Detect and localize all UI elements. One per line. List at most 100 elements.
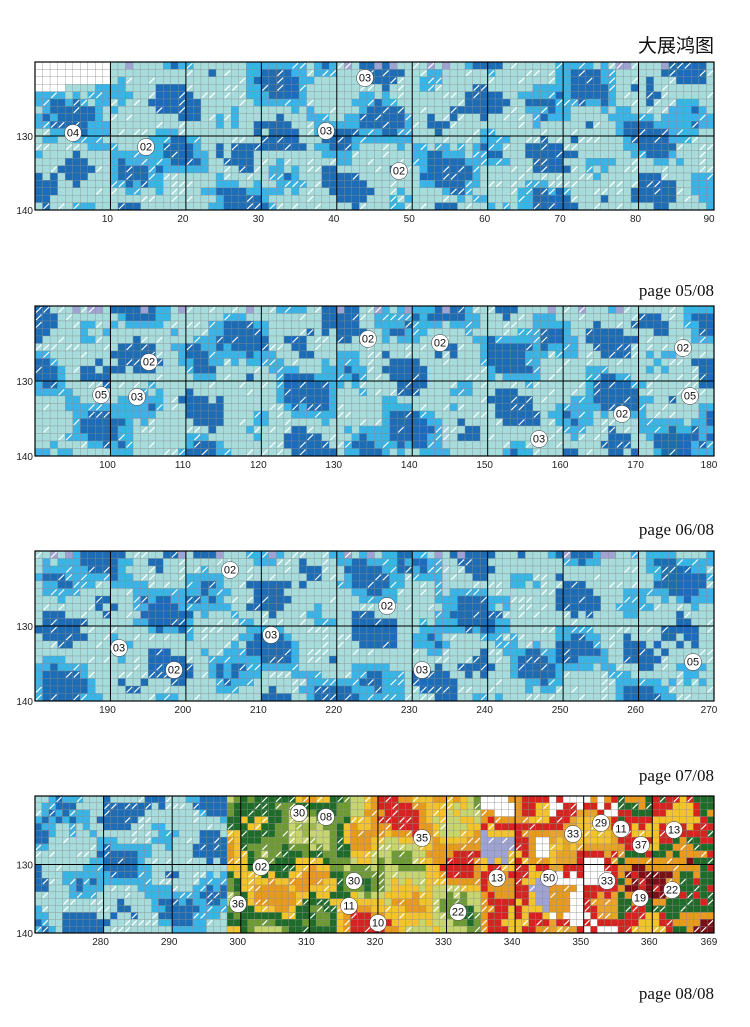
symbol-code: 05 <box>684 390 696 402</box>
cell <box>102 165 111 174</box>
cell <box>72 388 81 397</box>
cell <box>132 195 141 203</box>
hatch <box>178 129 186 136</box>
cell <box>578 403 586 412</box>
cell <box>246 158 254 166</box>
cell <box>125 180 134 188</box>
cell <box>110 395 119 404</box>
cell <box>95 328 104 337</box>
cell <box>253 320 262 329</box>
cell <box>510 195 518 203</box>
cell <box>547 305 556 314</box>
cell <box>95 448 104 457</box>
cell <box>178 343 187 352</box>
cell <box>691 433 700 442</box>
cell <box>261 143 270 151</box>
cell <box>706 365 715 374</box>
cell <box>34 187 43 196</box>
cell <box>193 580 202 589</box>
hatch <box>299 180 307 188</box>
hatch <box>397 77 405 84</box>
cell <box>479 588 488 597</box>
hatch <box>420 143 427 151</box>
hatch <box>209 114 216 121</box>
cell <box>555 113 564 122</box>
hatch <box>458 166 465 173</box>
cell <box>495 395 503 404</box>
cell <box>351 343 360 352</box>
cell <box>449 403 458 412</box>
cell <box>155 113 164 122</box>
cell <box>389 380 398 389</box>
cell <box>706 320 715 329</box>
cell <box>457 91 466 100</box>
cell <box>276 158 285 166</box>
cell <box>517 350 526 359</box>
cell <box>615 76 624 85</box>
col-label: 120 <box>250 460 267 471</box>
cell <box>231 98 239 107</box>
cell <box>615 395 624 404</box>
hatch <box>676 129 684 136</box>
cell <box>283 165 292 174</box>
cell <box>80 106 88 114</box>
cell <box>495 128 503 137</box>
cell <box>34 558 43 567</box>
cell <box>623 320 632 329</box>
cell <box>683 143 692 151</box>
cell <box>608 202 617 211</box>
cell <box>525 350 534 359</box>
cell <box>366 558 375 567</box>
cell <box>457 580 466 589</box>
cell <box>555 106 564 114</box>
cell <box>359 121 368 129</box>
cell <box>562 76 571 85</box>
cell <box>404 195 413 203</box>
cell <box>396 410 405 419</box>
cell <box>34 150 43 159</box>
cell <box>95 69 104 77</box>
cell <box>419 320 428 329</box>
cell <box>396 143 405 151</box>
cell <box>540 320 549 329</box>
cell <box>442 84 451 92</box>
cell <box>208 418 217 427</box>
cell <box>668 180 677 188</box>
cell <box>502 550 511 559</box>
cell <box>291 440 300 449</box>
col-label: 10 <box>102 214 114 225</box>
cell <box>231 61 239 70</box>
cell <box>412 143 420 151</box>
cell <box>366 202 375 211</box>
cell <box>623 388 632 397</box>
cell <box>49 403 58 412</box>
cell <box>449 448 458 457</box>
cell <box>381 388 390 397</box>
cell <box>668 335 677 344</box>
hatch <box>548 77 555 84</box>
cell <box>223 380 232 389</box>
cell <box>585 403 594 412</box>
cell <box>427 410 436 419</box>
cell <box>344 335 353 344</box>
cell <box>668 165 677 174</box>
cell <box>389 358 398 367</box>
cell <box>110 350 119 359</box>
cell <box>487 588 496 597</box>
cell <box>238 350 247 359</box>
hatch <box>141 129 148 136</box>
cell <box>645 358 654 367</box>
cell <box>683 433 692 442</box>
cell <box>125 558 134 567</box>
cell <box>472 343 481 352</box>
cell <box>359 395 368 404</box>
col-label: 140 <box>401 460 418 471</box>
cell <box>381 305 390 314</box>
cell <box>87 202 96 211</box>
cell <box>57 328 66 337</box>
cell <box>170 313 179 322</box>
cell <box>623 358 632 367</box>
cell <box>457 358 466 367</box>
cell <box>457 588 466 597</box>
cell <box>49 433 58 442</box>
